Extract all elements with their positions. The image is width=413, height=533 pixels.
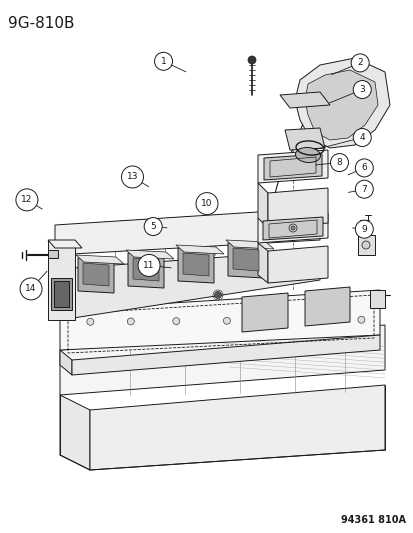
Text: 13: 13 — [126, 173, 138, 181]
Text: 8: 8 — [336, 158, 342, 167]
Circle shape — [214, 292, 221, 298]
Polygon shape — [76, 255, 124, 264]
Circle shape — [352, 128, 370, 147]
Text: 9: 9 — [361, 225, 366, 233]
Polygon shape — [279, 92, 329, 108]
Circle shape — [357, 316, 364, 323]
Text: 2: 2 — [356, 59, 362, 67]
Text: 94361 810A: 94361 810A — [340, 515, 405, 525]
Circle shape — [121, 166, 143, 188]
Polygon shape — [284, 128, 324, 150]
Circle shape — [354, 220, 373, 238]
Circle shape — [195, 192, 218, 215]
Polygon shape — [48, 250, 58, 258]
Circle shape — [352, 80, 370, 99]
Polygon shape — [60, 325, 384, 395]
Circle shape — [16, 189, 38, 211]
Text: 1: 1 — [160, 57, 166, 66]
Circle shape — [361, 241, 369, 249]
Polygon shape — [55, 208, 319, 255]
Polygon shape — [257, 150, 327, 183]
Polygon shape — [183, 253, 209, 276]
Polygon shape — [55, 255, 73, 318]
Circle shape — [354, 180, 373, 198]
Polygon shape — [78, 258, 114, 293]
Polygon shape — [357, 235, 374, 255]
Polygon shape — [242, 293, 287, 332]
Circle shape — [20, 278, 42, 300]
Polygon shape — [128, 253, 164, 288]
Text: 14: 14 — [25, 285, 37, 293]
Circle shape — [290, 226, 294, 230]
Polygon shape — [228, 243, 263, 278]
Circle shape — [138, 254, 160, 277]
Polygon shape — [60, 350, 72, 375]
Polygon shape — [304, 70, 377, 140]
Circle shape — [350, 54, 368, 72]
Polygon shape — [262, 217, 322, 240]
Polygon shape — [72, 335, 379, 375]
Text: 10: 10 — [201, 199, 212, 208]
Circle shape — [87, 318, 94, 325]
Polygon shape — [54, 281, 69, 307]
Circle shape — [154, 52, 172, 70]
Polygon shape — [60, 395, 90, 470]
Polygon shape — [176, 245, 223, 254]
Polygon shape — [90, 385, 384, 470]
Text: 6: 6 — [361, 164, 366, 172]
Polygon shape — [304, 287, 349, 326]
Circle shape — [288, 224, 296, 232]
Polygon shape — [267, 246, 327, 283]
Polygon shape — [178, 248, 214, 283]
Polygon shape — [60, 290, 379, 350]
Circle shape — [354, 159, 373, 177]
Ellipse shape — [295, 148, 320, 163]
Polygon shape — [294, 58, 389, 148]
Circle shape — [223, 317, 230, 324]
Text: 7: 7 — [361, 185, 366, 193]
Circle shape — [127, 318, 134, 325]
Polygon shape — [233, 248, 259, 271]
Polygon shape — [126, 250, 173, 259]
Circle shape — [268, 317, 275, 324]
Polygon shape — [51, 278, 72, 310]
Circle shape — [247, 56, 255, 64]
Polygon shape — [48, 240, 82, 248]
Polygon shape — [257, 213, 327, 243]
Polygon shape — [257, 243, 267, 283]
Text: 5: 5 — [150, 222, 156, 231]
Text: 12: 12 — [21, 196, 33, 204]
Polygon shape — [369, 290, 384, 308]
Polygon shape — [225, 240, 273, 249]
Circle shape — [330, 154, 348, 172]
Circle shape — [144, 217, 162, 236]
Circle shape — [313, 317, 320, 324]
Polygon shape — [73, 250, 319, 318]
Circle shape — [172, 318, 179, 325]
Polygon shape — [263, 154, 321, 180]
Polygon shape — [48, 240, 75, 320]
Text: 3: 3 — [358, 85, 364, 94]
Polygon shape — [257, 183, 267, 228]
Text: 11: 11 — [143, 261, 154, 270]
Text: 9G-810B: 9G-810B — [8, 16, 74, 31]
Text: 4: 4 — [358, 133, 364, 142]
Polygon shape — [133, 258, 159, 281]
Polygon shape — [83, 263, 109, 286]
Polygon shape — [267, 188, 327, 228]
